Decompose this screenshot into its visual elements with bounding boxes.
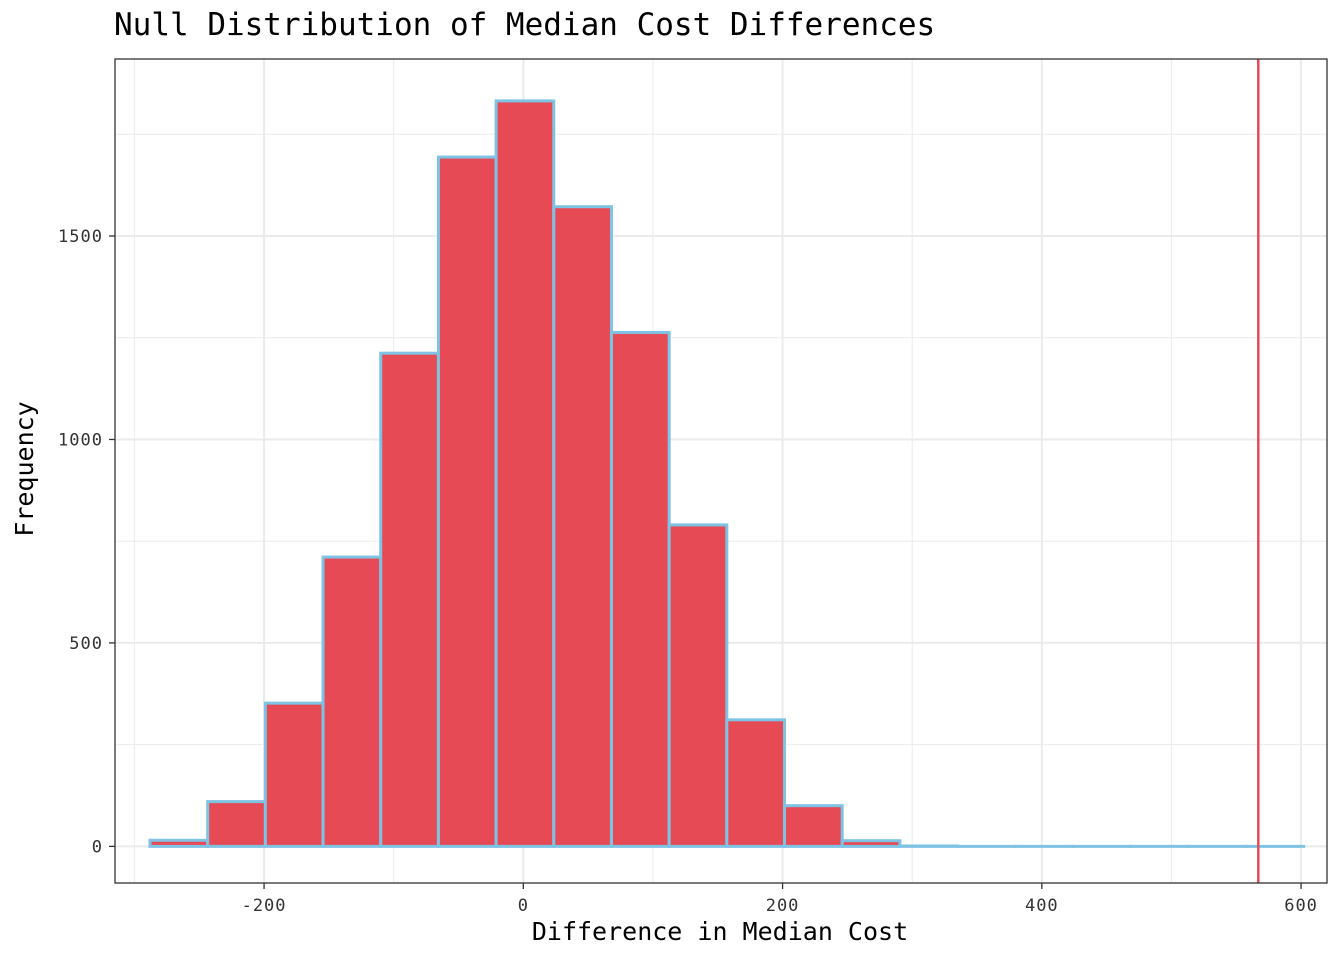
y-axis-title: Frequency (10, 401, 39, 536)
histogram-bar (381, 353, 439, 846)
histogram-bars (150, 101, 1304, 846)
x-tick-label: 600 (1284, 896, 1318, 916)
histogram-bar (669, 525, 727, 846)
histogram-bar (842, 841, 900, 847)
y-tick-label: 1000 (58, 430, 103, 450)
histogram-bar (150, 840, 208, 846)
histogram-bar (727, 720, 785, 847)
histogram-bar (438, 157, 496, 846)
histogram-bar (496, 101, 554, 846)
chart-title: Null Distribution of Median Cost Differe… (114, 7, 935, 43)
x-tick-label: 400 (1025, 896, 1059, 916)
y-tick-label: 1500 (58, 227, 103, 247)
x-tick-label: 200 (766, 896, 800, 916)
histogram-bar (323, 557, 381, 846)
x-tick-label: -200 (242, 896, 287, 916)
x-axis-title: Difference in Median Cost (532, 917, 908, 946)
histogram-bar (554, 207, 612, 847)
x-tick-label: 0 (518, 896, 529, 916)
histogram-bar (208, 802, 266, 847)
histogram-bar (265, 703, 323, 846)
y-tick-label: 500 (69, 634, 103, 654)
histogram-bar (611, 332, 669, 846)
y-tick-label: 0 (92, 837, 103, 857)
histogram-bar (785, 806, 843, 847)
